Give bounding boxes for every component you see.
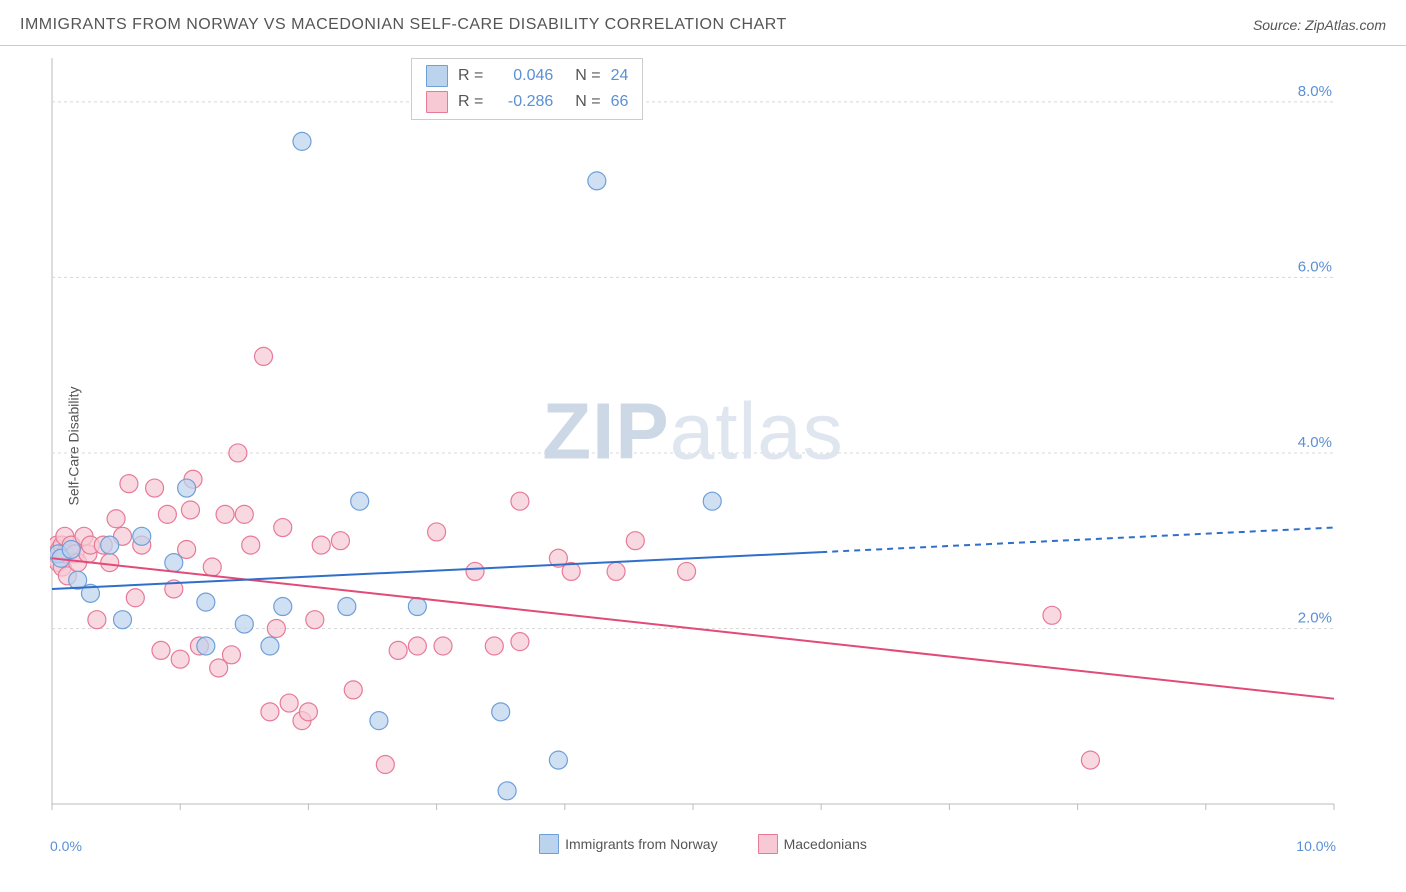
scatter-svg: 2.0% 4.0% 6.0% 8.0% [50, 56, 1336, 822]
legend-item-a: Immigrants from Norway [539, 834, 717, 854]
correlation-legend: R = 0.046 N = 24 R = -0.286 N = 66 [411, 58, 643, 120]
svg-text:4.0%: 4.0% [1298, 434, 1332, 451]
legend-item-b: Macedonians [758, 834, 867, 854]
plot-area: ZIPatlas 2.0%4.0%6.0%8.0% R = 0.046 N = … [50, 56, 1336, 822]
svg-text:6.0%: 6.0% [1298, 258, 1332, 275]
legend-swatch-a [539, 834, 559, 854]
chart-title: IMMIGRANTS FROM NORWAY VS MACEDONIAN SEL… [20, 16, 787, 34]
legend-label-b: Macedonians [784, 836, 867, 852]
legend-label-a: Immigrants from Norway [565, 836, 717, 852]
svg-text:2.0%: 2.0% [1298, 609, 1332, 626]
svg-text:8.0%: 8.0% [1298, 83, 1332, 100]
chart-header: IMMIGRANTS FROM NORWAY VS MACEDONIAN SEL… [0, 0, 1406, 46]
chart-source: Source: ZipAtlas.com [1253, 17, 1386, 33]
legend-swatch-b [758, 834, 778, 854]
series-legend: Immigrants from Norway Macedonians [0, 834, 1406, 854]
